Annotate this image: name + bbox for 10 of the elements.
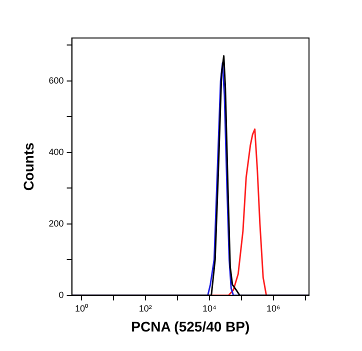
y-axis-title: Counts: [20, 142, 36, 191]
y-tick-label: 400: [48, 146, 64, 157]
y-tick-label: 600: [48, 75, 64, 86]
x-tick-label: 10⁰: [74, 303, 88, 314]
x-tick-label: 10²: [138, 303, 152, 314]
x-tick-label: 10⁶: [266, 303, 281, 314]
y-tick-label: 200: [48, 218, 64, 228]
y-tick-label: 0: [58, 290, 64, 300]
x-axis-title: PCNA (525/40 BP): [131, 318, 250, 334]
x-tick-label: 10⁴: [202, 303, 216, 314]
